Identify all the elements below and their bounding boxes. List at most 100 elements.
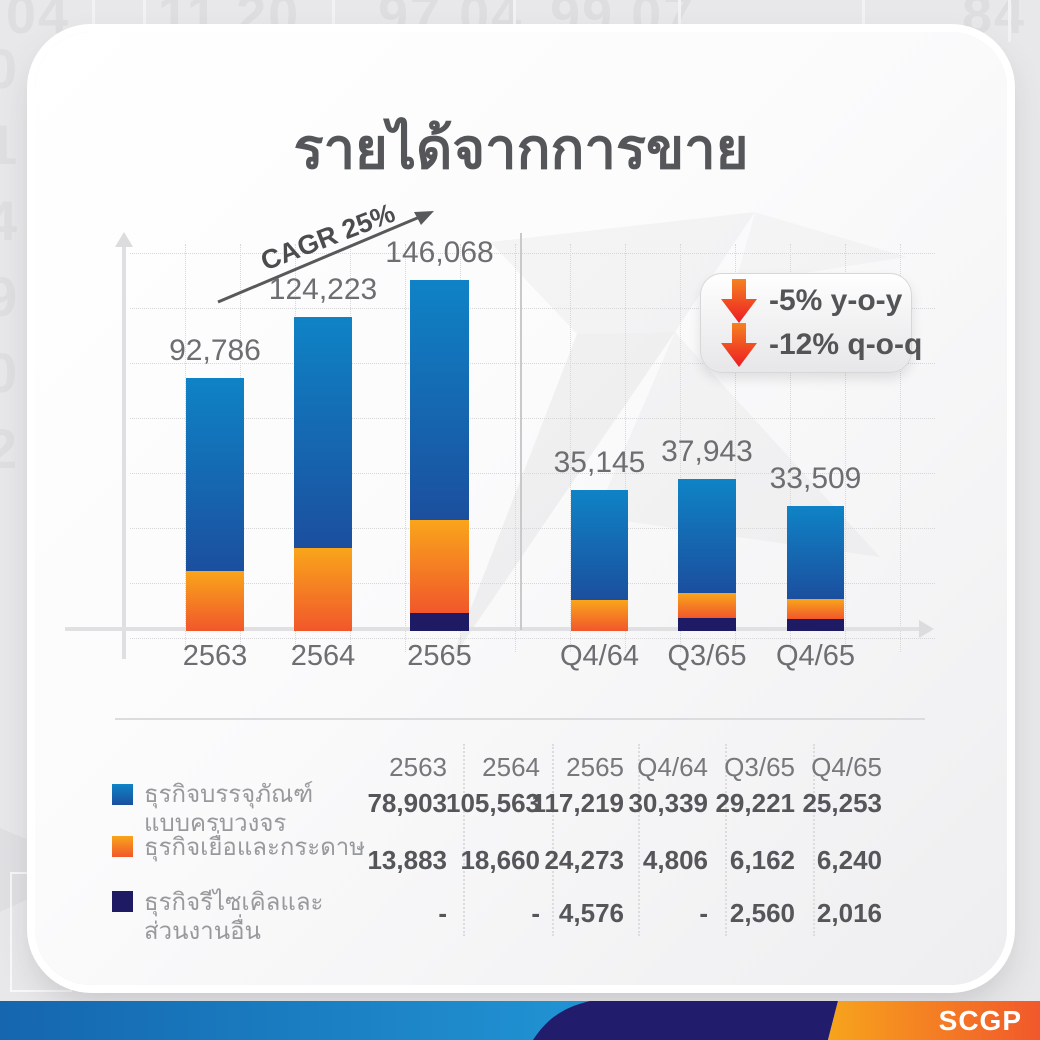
bar-total-label: 35,145: [553, 446, 646, 479]
legend-label-pulp-paper: ธุรกิจเยื่อและกระดาษ: [144, 833, 365, 862]
bar-segment-orange: [678, 593, 736, 618]
bar-segment-blue: [678, 479, 736, 593]
bar-segment-orange: [571, 600, 628, 631]
y-axis-arrow-icon: [115, 232, 133, 247]
table-value: 4,576: [558, 898, 624, 928]
table-value: 24,273: [544, 845, 624, 875]
table-value: 6,162: [729, 845, 795, 875]
table-value: 30,339: [628, 788, 708, 818]
bg-ticker-divider: [92, 0, 95, 42]
gridline-horizontal: [130, 363, 935, 364]
bar-segment-navy: [787, 619, 844, 631]
legend-line: ธุรกิจบรรจุภัณฑ์: [144, 781, 314, 808]
gridline-horizontal: [130, 308, 935, 309]
bg-ticker-column-digit: 4: [0, 189, 18, 252]
bar-segment-orange: [787, 599, 844, 619]
gridline-vertical: [680, 244, 681, 652]
table-header: Q4/64: [637, 752, 708, 782]
footer-brand-stripe: SCGP: [0, 1001, 1040, 1040]
x-axis-line: [65, 627, 921, 631]
table-value: 6,240: [816, 845, 882, 875]
bg-ticker-number: 04: [6, 0, 71, 45]
table-value: -: [531, 898, 540, 928]
category-label: 2564: [290, 640, 356, 672]
decline-badge: -5% y-o-y -12% q-o-q: [700, 273, 922, 373]
table-header: Q3/65: [724, 752, 795, 782]
y-axis-line: [122, 246, 126, 659]
table-value: 117,219: [531, 788, 624, 818]
column-separator: [552, 744, 554, 936]
category-label: Q3/65: [667, 640, 747, 672]
column-separator: [725, 744, 727, 936]
stacked-bar-Q4/65: [787, 506, 844, 631]
stacked-bar-2564: [294, 317, 352, 631]
stacked-bar-Q3/65: [678, 479, 736, 631]
legend-swatch-packaging: [112, 784, 133, 805]
bar-segment-blue: [294, 317, 352, 548]
column-separator: [638, 744, 640, 936]
table-value: 2,016: [816, 898, 882, 928]
infographic-card: รายได้จากการขาย CAGR 25% 92,786 2563 124,2…: [35, 32, 1007, 985]
bar-segment-blue: [410, 280, 469, 520]
bg-ticker-divider: [513, 0, 516, 42]
table-value: 78,903: [367, 788, 447, 818]
legend-label-packaging: ธุรกิจบรรจุภัณฑ์ แบบครบวงจร: [144, 780, 313, 838]
gridline-horizontal: [130, 638, 935, 639]
gridline-vertical: [570, 244, 571, 652]
red-down-arrow-icon: [721, 279, 757, 323]
legend-swatch-recycle: [112, 891, 133, 912]
bg-ticker-divider: [862, 0, 865, 42]
yoy-label: -5% y-o-y: [769, 284, 903, 317]
gridline-horizontal: [130, 528, 935, 529]
bar-segment-orange: [186, 571, 244, 631]
bar-segment-navy: [410, 613, 469, 631]
table-header: 2565: [566, 752, 624, 782]
bg-ticker-divider: [678, 0, 681, 42]
table-value: 25,253: [802, 788, 882, 818]
bar-segment-orange: [294, 548, 352, 631]
legend-swatch-pulp-paper: [112, 836, 133, 857]
table-header: Q4/65: [811, 752, 882, 782]
qoq-label: -12% q-o-q: [769, 328, 923, 361]
bg-ticker-divider: [143, 0, 146, 42]
annual-quarterly-divider: [520, 233, 522, 630]
bar-total-label: 146,068: [385, 236, 494, 269]
footer-orange-segment: [828, 1001, 1040, 1040]
bg-ticker-divider: [1008, 0, 1011, 42]
gridline-vertical: [515, 244, 516, 652]
gridline-vertical: [625, 244, 626, 652]
table-value: 2,560: [729, 898, 795, 928]
bar-total-label: 37,943: [661, 435, 753, 468]
bar-total-label: 92,786: [169, 334, 261, 367]
table-top-rule: [115, 718, 925, 720]
legend-label-recycle: ธุรกิจรีไซเคิลและ ส่วนงานอื่น: [144, 888, 323, 946]
bg-ticker-column-digit: 0: [0, 37, 18, 100]
table-value: 29,221: [715, 788, 795, 818]
gridline-vertical: [790, 244, 791, 652]
table-value: 105,563: [446, 788, 540, 818]
x-axis-arrow-icon: [919, 620, 934, 638]
red-down-arrow-icon: [721, 323, 757, 367]
table-header: 2564: [482, 752, 540, 782]
category-label: 2563: [182, 640, 248, 672]
bar-segment-orange: [410, 520, 469, 613]
footer-navy-segment: [533, 1001, 838, 1040]
gridline-horizontal: [130, 418, 935, 419]
table-value: 18,660: [460, 845, 540, 875]
bg-ticker-column-digit: 0: [0, 341, 18, 404]
qoq-row: -12% q-o-q: [721, 323, 922, 367]
bar-segment-navy: [678, 618, 736, 631]
revenue-chart: CAGR 25% 92,786 2563 124,223 2564 146,068 256…: [35, 32, 1007, 985]
gridline-vertical: [185, 244, 186, 652]
page-title: รายได้จากการขาย: [293, 117, 749, 180]
bg-ticker-column-digit: 2: [0, 417, 18, 480]
table-value: -: [699, 898, 708, 928]
gridline-horizontal: [130, 583, 935, 584]
stacked-bar-2563: [186, 378, 244, 631]
bar-total-label: 124,223: [268, 273, 378, 306]
watermark-origami-shape: [450, 332, 675, 662]
gridline-vertical: [405, 244, 406, 652]
gridline-vertical: [735, 244, 736, 652]
stacked-bar-Q4/64: [571, 490, 628, 631]
